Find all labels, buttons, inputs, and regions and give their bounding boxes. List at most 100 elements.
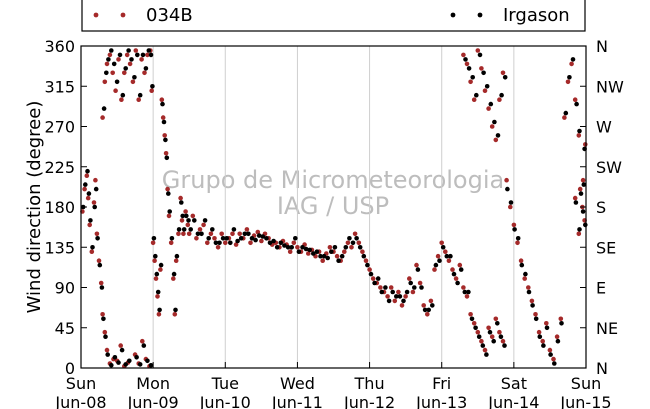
- point-s0-133: [428, 298, 434, 304]
- point-s0-139: [450, 267, 455, 272]
- point-s0-137: [443, 249, 448, 254]
- point-s1-173: [530, 303, 535, 308]
- point-s1-183: [567, 75, 572, 80]
- ytick-label-3: 135: [44, 238, 75, 257]
- point-s1-104: [325, 255, 331, 261]
- point-s1-123: [394, 294, 399, 299]
- point-s1-181: [559, 321, 564, 326]
- point-s1-45: [153, 253, 158, 259]
- point-s0-23: [107, 52, 113, 58]
- point-s0-73: [212, 236, 217, 241]
- point-s1-107: [336, 258, 341, 264]
- point-s0-129: [414, 262, 419, 268]
- point-s1-51: [161, 119, 167, 125]
- point-s1-95: [293, 236, 298, 241]
- point-s0-125: [399, 303, 405, 308]
- point-s0-38: [149, 88, 154, 93]
- point-s1-70: [202, 218, 208, 223]
- point-s0-187: [577, 186, 583, 192]
- point-s1-113: [357, 245, 363, 250]
- point-s0-41: [140, 338, 145, 344]
- point-s1-122: [390, 289, 396, 295]
- point-s1-93: [285, 245, 291, 250]
- point-s1-41: [141, 343, 147, 348]
- point-s1-152: [498, 334, 504, 340]
- point-s0-5: [89, 249, 95, 254]
- ytick-label-4: 180: [44, 198, 75, 217]
- point-s0-46: [153, 276, 159, 281]
- point-s1-6: [92, 204, 97, 210]
- point-s1-103: [321, 253, 327, 259]
- xtick-day-1: Mon: [136, 374, 170, 393]
- point-s1-134: [433, 262, 439, 268]
- point-s1-53: [164, 155, 170, 161]
- point-s0-33: [136, 97, 141, 102]
- point-s0-180: [554, 334, 560, 340]
- xtick-day-4: Thu: [354, 374, 385, 393]
- point-s1-71: [206, 236, 211, 241]
- point-s1-36: [146, 48, 152, 53]
- point-s0-49: [158, 267, 163, 272]
- y-axis-label: Wind direction (degree): [24, 101, 45, 314]
- point-s1-72: [210, 227, 215, 232]
- point-s1-135: [437, 258, 442, 264]
- ytick-right-label-4: S: [596, 198, 606, 217]
- point-s0-95: [291, 240, 297, 246]
- point-s0-12: [102, 329, 108, 335]
- point-s1-54: [166, 191, 171, 196]
- point-s1-60: [176, 227, 182, 232]
- ytick-label-8: 360: [44, 37, 75, 56]
- ytick-label-7: 315: [44, 77, 75, 96]
- xtick-date-3: Jun-11: [271, 393, 323, 409]
- point-s1-47: [155, 289, 161, 295]
- xtick-date-5: Jun-13: [415, 393, 467, 409]
- point-s1-146: [476, 334, 482, 340]
- point-s1-67: [192, 218, 197, 223]
- xtick-date-1: Jun-09: [127, 393, 179, 409]
- point-s1-145: [473, 325, 478, 331]
- point-s1-130: [419, 285, 424, 290]
- point-s0-85: [255, 229, 261, 235]
- point-s1-184: [570, 57, 576, 62]
- point-s1-80: [238, 236, 244, 241]
- point-s1-69: [199, 231, 204, 237]
- point-s0-127: [407, 276, 412, 281]
- point-s0-119: [378, 285, 383, 290]
- ytick-label-6: 270: [44, 118, 75, 137]
- xtick-day-2: Tue: [211, 374, 239, 393]
- point-s1-86: [260, 234, 266, 239]
- point-s1-187: [578, 191, 584, 196]
- point-s0-29: [124, 52, 130, 58]
- xtick-date-0: Jun-08: [54, 393, 106, 409]
- legend-marker-034b: [93, 12, 126, 18]
- point-s0-142: [461, 285, 466, 290]
- ytick-label-1: 45: [55, 319, 75, 338]
- point-s0-147: [479, 338, 484, 344]
- point-s0-149: [486, 325, 491, 331]
- point-s1-112: [354, 236, 359, 241]
- point-s1-124: [397, 294, 403, 299]
- point-s1-9: [97, 262, 103, 268]
- point-s1-16: [116, 360, 121, 365]
- xtick-day-7: Sun: [571, 374, 601, 393]
- point-s0-164: [497, 97, 502, 102]
- point-s1-155: [466, 66, 472, 71]
- point-s1-188: [580, 209, 586, 214]
- point-s0-58: [172, 312, 178, 317]
- point-s1-24: [111, 61, 117, 67]
- point-s1-169: [515, 236, 521, 241]
- point-s1-149: [487, 329, 493, 335]
- point-s0-158: [475, 48, 481, 53]
- point-s1-66: [188, 227, 193, 232]
- point-s1-119: [379, 289, 385, 295]
- point-s0-7: [93, 177, 98, 183]
- point-s0-159: [479, 66, 484, 71]
- point-s1-140: [455, 280, 460, 286]
- point-s0-86: [259, 238, 264, 244]
- point-s1-26: [117, 52, 123, 58]
- point-s0-136: [439, 240, 445, 246]
- point-s1-32: [135, 52, 140, 58]
- point-s0-72: [208, 231, 214, 237]
- point-s1-42: [145, 358, 150, 364]
- point-s0-6: [91, 200, 97, 205]
